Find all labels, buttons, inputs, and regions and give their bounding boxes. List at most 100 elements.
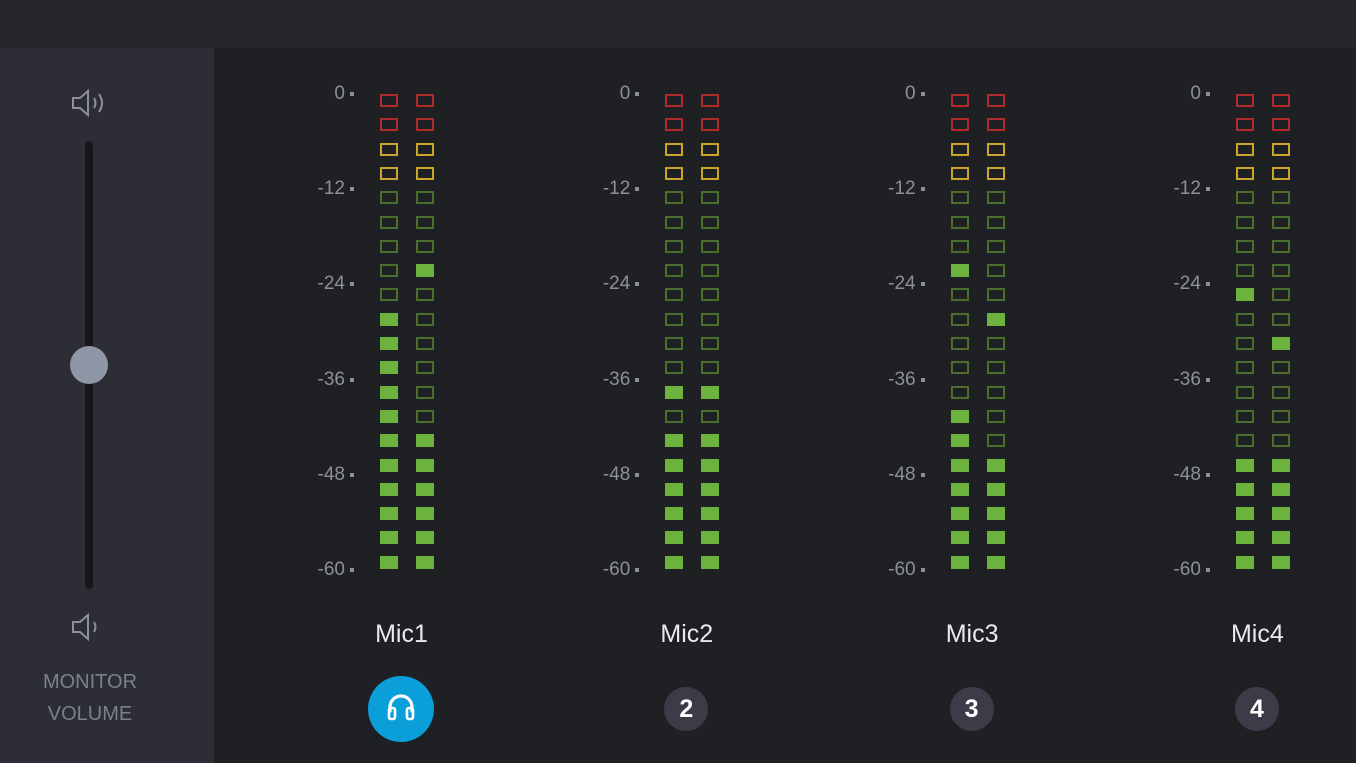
meter-segment-right [701, 531, 720, 545]
channel-select-button[interactable]: 2 [664, 687, 709, 731]
meter-tick-label: -60 [785, 560, 925, 580]
channel-name: Mic3 [945, 620, 999, 648]
meter-segment-right [701, 142, 720, 156]
meter-segment-right [416, 264, 434, 278]
meter-segment-right [986, 118, 1005, 132]
meter-segment-left [1235, 482, 1254, 496]
meter-segment-right [986, 337, 1005, 350]
meter-segment-right [416, 337, 434, 350]
meter-segment-left [950, 361, 969, 375]
meter-tick-label: -12 [214, 179, 354, 199]
channel-name: Mic1 [375, 620, 428, 648]
meter-segment-right [701, 94, 720, 107]
meter-segment-right [1271, 409, 1290, 423]
meter-segment-right [416, 458, 434, 472]
meter-segment-left [950, 118, 969, 132]
channel-select-button[interactable]: 3 [949, 687, 994, 731]
meter-segment-left [950, 531, 969, 545]
meter-segment-left [950, 482, 969, 496]
meter-segment-left [950, 264, 969, 278]
meter-tick-label: -36 [214, 369, 354, 390]
meter-segment-right [701, 312, 720, 326]
meter-segment-left [665, 458, 684, 472]
meter-segment-left [380, 555, 398, 569]
meter-segment-left [1235, 385, 1254, 399]
meter-segment-left [665, 142, 684, 156]
meter-segment-right [986, 191, 1005, 205]
meter-segment-right [701, 385, 720, 399]
meter-segment-left [665, 191, 684, 205]
meter-segment-right [701, 434, 720, 448]
meter-segment-left [665, 264, 684, 278]
meter-tick-label: 0 [214, 84, 354, 104]
meter-tick-label: -48 [214, 464, 354, 485]
meter-segment-right [986, 239, 1005, 253]
meter-segment-left [665, 531, 684, 545]
meter-segment-right [986, 434, 1005, 448]
meter-segment-right [1271, 118, 1290, 132]
channel-strip-3: 0 -12 -24 -36 -48 -60 Mic3 3 [785, 48, 1070, 763]
meter-segment-right [986, 555, 1005, 569]
monitor-volume-label-line2: VOLUME [47, 703, 133, 725]
meter-segment-left [380, 434, 398, 448]
channel-strip-2: 0 -12 -24 -36 -48 -60 Mic2 2 [499, 48, 784, 763]
meter-tick-label: -24 [499, 274, 639, 294]
meter-tick-label: 0 [1070, 84, 1210, 104]
meter-segment-left [665, 118, 684, 132]
meter-segment-left [665, 94, 684, 107]
meter-segment-left [380, 215, 398, 229]
meter-segment-left [1235, 191, 1254, 205]
meter-segment-right [416, 215, 434, 229]
meter-segment-left [1235, 458, 1254, 472]
meter-tick-label: 0 [785, 84, 925, 104]
meter-segment-left [950, 409, 969, 423]
meter-segment-right [986, 215, 1005, 229]
meter-segment-left [950, 312, 969, 326]
meter-segment-right [701, 482, 720, 496]
meter-tick-label: -48 [1070, 464, 1210, 485]
meter-segment-left [950, 94, 969, 107]
meter-segment-right [701, 507, 720, 521]
meter-segment-right [986, 166, 1005, 180]
channel-select-button[interactable]: 4 [1234, 687, 1279, 731]
meter-tick-label: -12 [785, 179, 925, 199]
monitor-volume-slider-thumb[interactable] [70, 346, 108, 384]
meter-segment-right [1271, 482, 1290, 496]
meter-segment-right [701, 239, 720, 253]
meter-segment-right [1271, 507, 1290, 521]
level-meter [950, 48, 1011, 608]
monitor-channel-button[interactable] [368, 676, 434, 742]
meter-segment-right [1271, 458, 1290, 472]
meter-segment-right [701, 118, 720, 132]
meter-segment-left [1235, 361, 1254, 375]
top-bar [0, 0, 1356, 48]
channel-name: Mic2 [660, 620, 714, 648]
channel-strip-area: 0 -12 -24 -36 -48 -60 Mic1 0 -12 -24 -36 -48 -60 Mic2… [214, 48, 1356, 763]
meter-segment-right [986, 409, 1005, 423]
meter-segment-left [665, 434, 684, 448]
meter-segment-left [380, 507, 398, 521]
meter-segment-left [380, 264, 398, 278]
meter-segment-left [1235, 118, 1254, 132]
meter-tick-label: -48 [499, 464, 639, 485]
monitor-volume-label-line1: MONITOR [42, 671, 138, 693]
meter-segment-right [701, 337, 720, 350]
meter-segment-left [1235, 239, 1254, 253]
meter-segment-left [1235, 434, 1254, 448]
meter-segment-left [1235, 264, 1254, 278]
meter-segment-right [701, 555, 720, 569]
meter-segment-right [1271, 434, 1290, 448]
meter-segment-left [380, 458, 398, 472]
meter-segment-left [950, 385, 969, 399]
monitor-volume-panel [0, 48, 214, 763]
meter-segment-right [986, 385, 1005, 399]
meter-segment-left [380, 312, 398, 326]
meter-segment-right [986, 531, 1005, 545]
meter-segment-left [1235, 94, 1254, 107]
level-meter [665, 48, 725, 608]
meter-segment-left [665, 337, 684, 350]
meter-segment-left [1235, 531, 1254, 545]
meter-segment-left [950, 166, 969, 180]
meter-segment-left [665, 409, 684, 423]
meter-segment-left [665, 361, 684, 375]
